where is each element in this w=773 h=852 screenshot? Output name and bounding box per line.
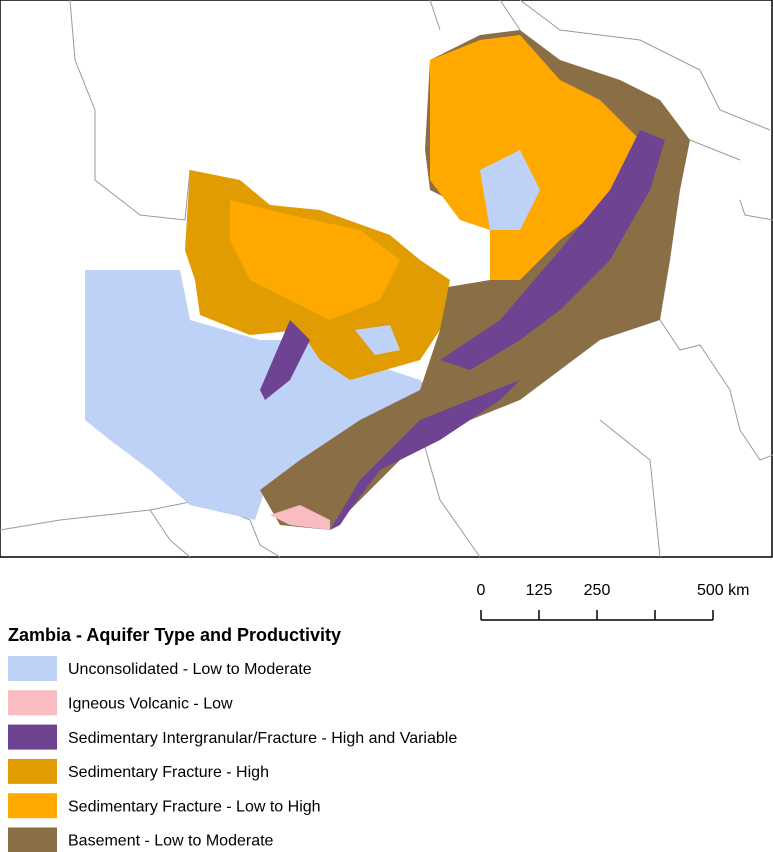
region-sedimentary-intergranular: [440, 130, 665, 370]
legend-label: Unconsolidated - Low to Moderate: [68, 661, 312, 678]
legend: Zambia - Aquifer Type and Productivity U…: [8, 625, 457, 852]
legend-label: Sedimentary Fracture - High: [68, 764, 269, 781]
legend-swatch: [8, 690, 57, 716]
region-sedimentary-intergranular: [260, 320, 310, 400]
region-unconsolidated: [355, 325, 400, 355]
scale-label: 250: [584, 582, 611, 599]
scale-label: 125: [526, 582, 553, 599]
legend-label: Sedimentary Intergranular/Fracture - Hig…: [68, 730, 457, 747]
scale-bar: 0 125 250 500 km: [477, 582, 749, 621]
legend-swatch: [8, 758, 57, 784]
region-igneous-volcanic: [270, 505, 330, 530]
legend-label: Igneous Volcanic - Low: [68, 696, 233, 713]
legend-label: Basement - Low to Moderate: [68, 833, 274, 850]
legend-title: Zambia - Aquifer Type and Productivity: [8, 625, 341, 645]
legend-swatch: [8, 827, 57, 852]
legend-swatch: [8, 793, 57, 819]
legend-swatch: [8, 656, 57, 681]
scale-label: 0: [477, 582, 486, 599]
map: [0, 0, 773, 558]
region-sedimentary-intergranular: [330, 380, 520, 530]
region-sedimentary-fracture-low-high: [230, 200, 400, 320]
region-unconsolidated: [480, 150, 540, 230]
scale-label: 500 km: [697, 582, 749, 599]
legend-label: Sedimentary Fracture - Low to High: [68, 798, 321, 815]
legend-swatch: [8, 724, 57, 750]
